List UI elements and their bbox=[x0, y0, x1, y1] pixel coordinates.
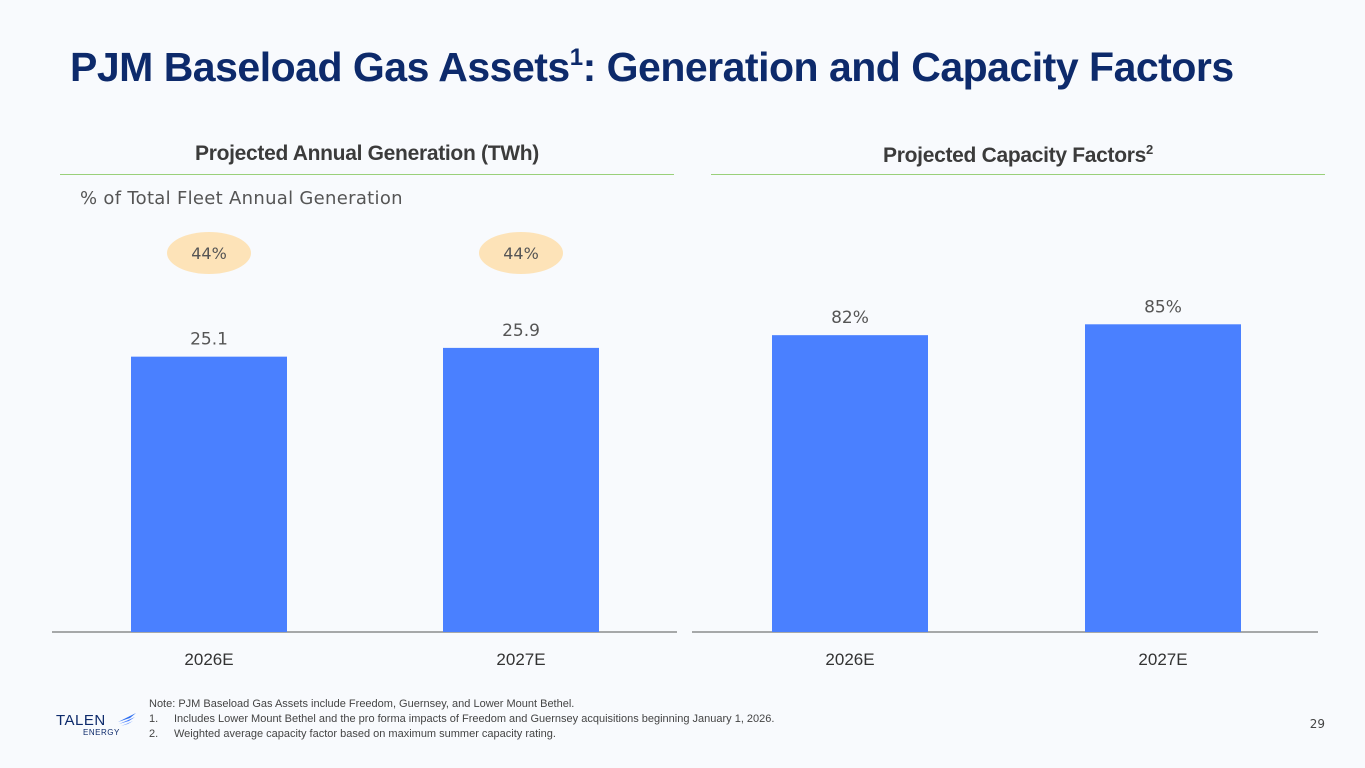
page-title-main: PJM Baseload Gas Assets bbox=[70, 44, 570, 90]
chart-0-share-label-2026E: 44% bbox=[191, 244, 227, 263]
page-title: PJM Baseload Gas Assets1: Generation and… bbox=[70, 44, 1330, 91]
chart-1-category-label-2026E: 2026E bbox=[825, 650, 874, 669]
chart-1-bar-2027E bbox=[1085, 324, 1241, 632]
right-panel-heading-text: Projected Capacity Factors bbox=[883, 144, 1147, 167]
footnote-1: 1. Includes Lower Mount Bethel and the p… bbox=[149, 712, 774, 727]
page-title-rest: : Generation and Capacity Factors bbox=[582, 44, 1235, 90]
right-panel-heading-footnote-marker: 2 bbox=[1146, 142, 1153, 157]
chart-0-share-badge-2027E bbox=[479, 232, 563, 274]
chart-1-value-label-2027E: 85% bbox=[1144, 297, 1182, 317]
chart-0-share-label-2027E: 44% bbox=[503, 244, 539, 263]
logo-sub: ENERGY bbox=[83, 728, 120, 737]
chart-0-bar-2026E bbox=[131, 356, 287, 632]
chart-1-category-label-2027E: 2027E bbox=[1138, 650, 1187, 669]
chart-0-category-label-2026E: 2026E bbox=[184, 650, 233, 669]
chart-0-category-label-2027E: 2027E bbox=[496, 650, 545, 669]
chart-0-share-badge-2026E bbox=[167, 232, 251, 274]
chart-1-value-label-2026E: 82% bbox=[831, 308, 869, 328]
footnote-1-number: 1. bbox=[149, 713, 159, 725]
left-panel-heading-text: Projected Annual Generation (TWh) bbox=[194, 142, 539, 165]
right-panel-rule bbox=[711, 174, 1325, 175]
share-caption: % of Total Fleet Annual Generation bbox=[80, 188, 403, 209]
chart-0-bar-2027E bbox=[443, 347, 599, 632]
chart-1-bar-2026E bbox=[772, 335, 928, 632]
footnotes: Note: PJM Baseload Gas Assets include Fr… bbox=[149, 697, 774, 742]
left-panel-heading: Projected Annual Generation (TWh) bbox=[60, 142, 674, 172]
page-number: 29 bbox=[1309, 717, 1325, 731]
chart-0-value-label-2027E: 25.9 bbox=[502, 321, 540, 341]
logo-name: TALEN bbox=[56, 712, 106, 729]
wing-icon bbox=[118, 713, 136, 726]
chart-0-value-label-2026E: 25.1 bbox=[190, 330, 228, 350]
footnote-1-text: Includes Lower Mount Bethel and the pro … bbox=[174, 713, 775, 725]
footnote-2: 2. Weighted average capacity factor base… bbox=[149, 727, 774, 742]
footnote-note: Note: PJM Baseload Gas Assets include Fr… bbox=[149, 698, 575, 710]
footnote-2-text: Weighted average capacity factor based o… bbox=[174, 728, 556, 740]
footnote-2-number: 2. bbox=[149, 728, 159, 740]
page-title-footnote-marker: 1 bbox=[569, 44, 583, 71]
left-panel-rule bbox=[60, 174, 674, 175]
right-panel-heading: Projected Capacity Factors2 bbox=[711, 142, 1325, 172]
talen-energy-logo: TALEN ENERGY bbox=[56, 712, 136, 738]
